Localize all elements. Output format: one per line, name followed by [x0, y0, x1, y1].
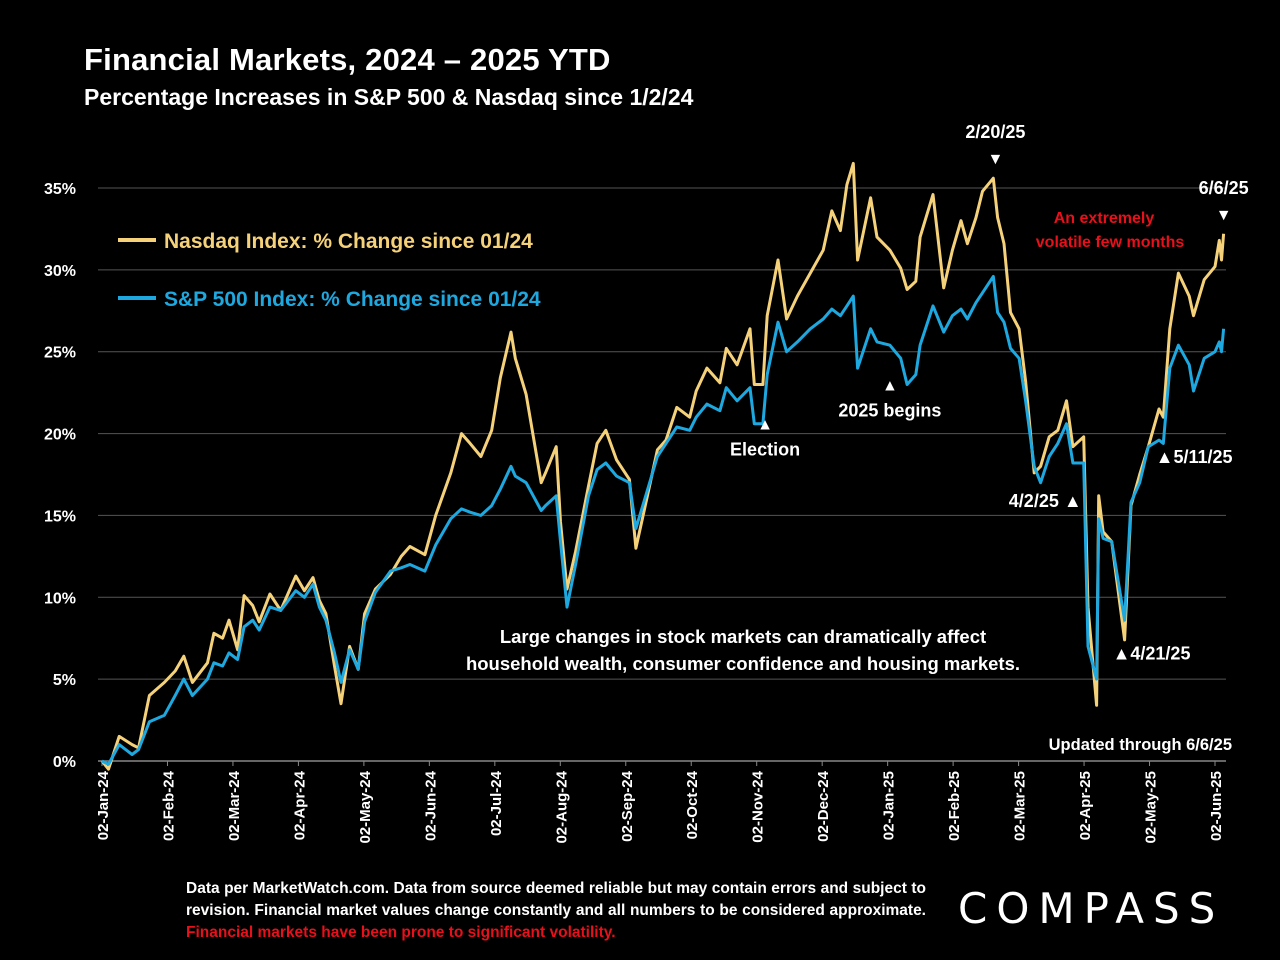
annotation-marker: ▼: [1216, 207, 1232, 224]
footer-text: Data per MarketWatch.com. Data from sour…: [186, 880, 926, 919]
nasdaq-series-line: [100, 161, 1226, 771]
annotation-label: 4/2/25 ▲: [1009, 491, 1082, 511]
legend-label: S&P 500 Index: % Change since 01/24: [164, 288, 541, 311]
page-subtitle: Percentage Increases in S&P 500 & Nasdaq…: [84, 84, 694, 110]
annotation-label: ▲4/21/25: [1113, 643, 1191, 663]
x-tick-label: 02-Dec-24: [815, 770, 832, 842]
y-tick-label: 0%: [53, 754, 76, 771]
legend-label: Nasdaq Index: % Change since 01/24: [164, 230, 533, 253]
y-tick-label: 20%: [44, 427, 76, 444]
impact-callout: household wealth, consumer confidence an…: [466, 653, 1020, 674]
y-tick-label: 5%: [53, 672, 76, 689]
y-tick-label: 15%: [44, 508, 76, 525]
annotation-label: ▲5/11/25: [1156, 447, 1233, 467]
annotation-label: Election: [730, 440, 800, 460]
annotation-label: 2025 begins: [838, 400, 941, 420]
x-tick-label: 02-Jul-24: [488, 770, 505, 836]
x-tick-label: 02-Jan-25: [881, 771, 898, 840]
line-chart: 0% 5% 10% 15% 20% 25% 30% 35% 02-Jan-24 02-Feb-24…: [44, 122, 1249, 844]
x-tick-label: 02-Jan-24: [95, 770, 112, 840]
annotation-marker: ▲: [882, 377, 898, 394]
x-tick-label: 02-Feb-25: [946, 771, 963, 841]
impact-callout: Large changes in stock markets can drama…: [500, 626, 986, 647]
sp500-series-line: [101, 274, 1226, 766]
annotation-marker: ▲: [757, 417, 773, 434]
y-tick-label: 10%: [44, 590, 76, 607]
volatility-callout: An extremely: [1054, 210, 1155, 227]
annotation-marker: ▼: [987, 151, 1003, 168]
annotation-label: 6/6/25: [1199, 178, 1249, 198]
x-tick-label: 02-Nov-24: [750, 770, 767, 842]
x-tick-label: 02-Sep-24: [619, 770, 636, 842]
footer-warning: Financial markets have been prone to sig…: [186, 924, 616, 941]
y-tick-label: 25%: [44, 345, 76, 362]
volatility-callout: volatile few months: [1036, 234, 1185, 251]
x-tick-label: 02-Apr-25: [1077, 771, 1094, 840]
x-tick-label: 02-Apr-24: [291, 770, 308, 840]
y-tick-label: 30%: [44, 263, 76, 280]
x-tick-label: 02-Oct-24: [684, 770, 701, 839]
page-title: Financial Markets, 2024 – 2025 YTD: [84, 42, 611, 77]
x-tick-label: 02-Feb-24: [160, 770, 177, 841]
x-tick-label: 02-May-24: [357, 770, 374, 843]
x-tick-label: 02-May-25: [1143, 771, 1160, 844]
annotation-label: 2/20/25: [965, 122, 1025, 142]
y-tick-label: 35%: [44, 181, 76, 198]
x-tick-label: 02-Aug-24: [553, 770, 570, 843]
x-tick-label: 02-Mar-24: [226, 770, 243, 841]
footer-note: Data per MarketWatch.com. Data from sour…: [186, 878, 926, 944]
x-tick-label: 02-Jun-25: [1208, 771, 1225, 841]
x-tick-label: 02-Mar-25: [1012, 771, 1029, 841]
x-tick-label: 02-Jun-24: [422, 770, 439, 841]
compass-logo: COMPASS: [958, 884, 1225, 933]
updated-callout: Updated through 6/6/25: [1049, 736, 1232, 754]
